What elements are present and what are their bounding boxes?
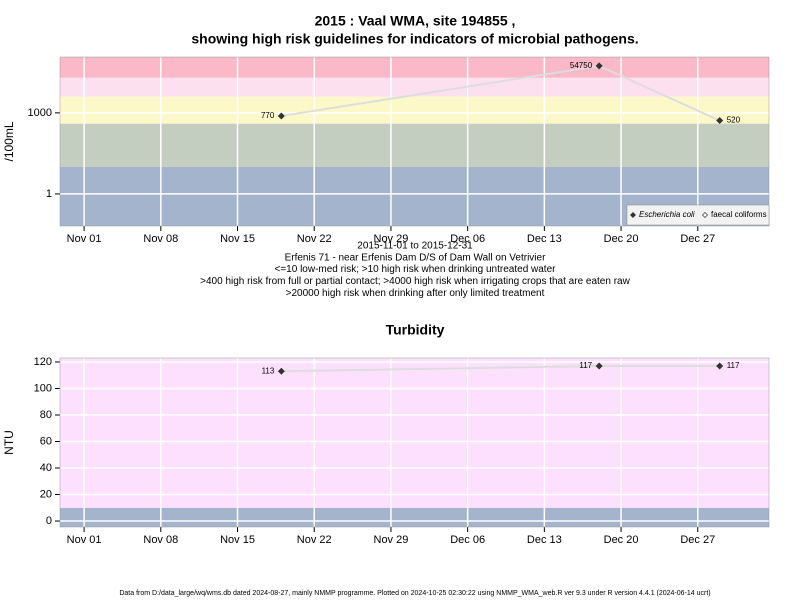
- note: 2015-11-01 to 2015-12-31: [357, 241, 473, 252]
- note: <=10 low-med risk; >10 high risk when dr…: [275, 264, 557, 275]
- note: >400 high risk from full or partial cont…: [200, 276, 630, 287]
- value-label: 54750: [570, 61, 593, 70]
- y-tick-label: 1: [46, 188, 52, 200]
- risk-band: [60, 57, 769, 78]
- data-point: [716, 117, 724, 125]
- y-tick-label: 60: [40, 435, 52, 447]
- risk-band: [60, 123, 769, 167]
- y-tick-label: 100: [34, 382, 52, 394]
- x-tick-label: Dec 06: [450, 233, 485, 245]
- x-tick-label: Nov 22: [297, 233, 332, 245]
- value-label: 520: [727, 116, 741, 125]
- plot-frame: [59, 357, 770, 528]
- data-point: [595, 62, 603, 70]
- y-axis-label: /100mL: [2, 121, 16, 161]
- footer: Data from D:/data_large/wq/wms.db dated …: [119, 590, 710, 597]
- value-label: 113: [262, 366, 275, 375]
- chart-title: Turbidity: [386, 322, 445, 338]
- note: Erfenis 71 - near Erfenis Dam D/S of Dam…: [285, 252, 547, 263]
- legend-box: [626, 204, 770, 226]
- data-point: [716, 362, 724, 370]
- value-label: 770: [261, 111, 275, 120]
- legend-label: Escherichia coli: [639, 210, 695, 219]
- y-tick-label: 20: [40, 488, 52, 500]
- y-tick-label: 120: [34, 356, 52, 368]
- x-tick-label: Dec 27: [680, 534, 715, 546]
- chart-subtitle: showing high risk guidelines for indicat…: [191, 31, 638, 47]
- legend-marker: [702, 212, 708, 218]
- x-tick-label: Dec 13: [527, 534, 562, 546]
- value-label: 117: [727, 361, 740, 370]
- x-tick-label: Nov 08: [143, 534, 178, 546]
- x-tick-label: Nov 01: [67, 534, 102, 546]
- risk-band: [60, 358, 769, 508]
- x-tick-label: Dec 27: [680, 233, 715, 245]
- x-tick-label: Nov 01: [67, 233, 102, 245]
- data-point: [595, 362, 603, 370]
- y-tick-label: 80: [40, 409, 52, 421]
- x-tick-label: Nov 29: [374, 233, 409, 245]
- plot-frame: [59, 56, 770, 227]
- x-tick-label: Dec 20: [604, 534, 639, 546]
- legend-marker: [630, 212, 636, 218]
- y-tick-label: 40: [40, 462, 52, 474]
- chart-title: 2015 : Vaal WMA, site 194855 ,: [315, 13, 516, 29]
- x-tick-label: Nov 15: [220, 233, 255, 245]
- y-tick-label: 0: [46, 515, 52, 527]
- y-tick-label: 1000: [28, 107, 52, 119]
- x-tick-label: Nov 08: [143, 233, 178, 245]
- x-tick-label: Dec 13: [527, 233, 562, 245]
- value-label: 117: [579, 361, 592, 370]
- risk-band: [60, 507, 769, 527]
- y-axis-label: NTU: [2, 430, 16, 455]
- x-tick-label: Nov 29: [374, 534, 409, 546]
- data-point: [277, 367, 285, 375]
- data-point: [277, 112, 285, 120]
- x-tick-label: Nov 22: [297, 534, 332, 546]
- x-tick-label: Dec 06: [450, 534, 485, 546]
- x-tick-label: Nov 15: [220, 534, 255, 546]
- risk-band: [60, 96, 769, 124]
- legend-label: faecal coliforms: [711, 210, 767, 219]
- x-tick-label: Dec 20: [604, 233, 639, 245]
- note: >20000 high risk when drinking after onl…: [286, 288, 545, 299]
